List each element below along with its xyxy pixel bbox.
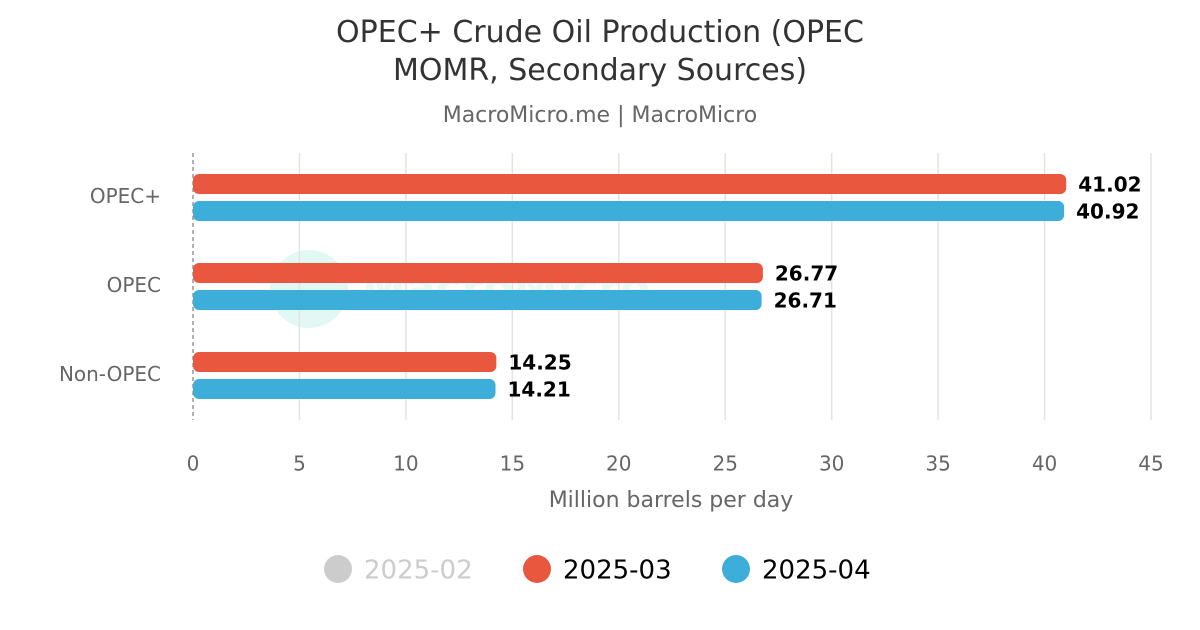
watermark-logo — [270, 250, 348, 328]
x-tick-label: 45 — [1138, 452, 1163, 476]
y-tick-label: OPEC+ — [90, 184, 161, 208]
chart-title: OPEC+ Crude Oil Production (OPEC MOMR, S… — [336, 15, 864, 88]
y-tick-label: Non-OPEC — [59, 362, 161, 386]
bar — [193, 290, 762, 310]
bar — [193, 352, 497, 372]
y-tick-label: OPEC — [107, 273, 161, 297]
x-tick-label: 30 — [819, 452, 844, 476]
bar — [193, 201, 1065, 221]
bar — [193, 379, 496, 399]
legend-marker — [523, 555, 551, 583]
value-label: 26.77 — [775, 262, 838, 286]
x-tick-label: 20 — [606, 452, 631, 476]
x-tick-label: 10 — [393, 452, 418, 476]
x-tick-label: 5 — [293, 452, 306, 476]
value-label: 14.21 — [508, 378, 571, 402]
bar — [193, 174, 1067, 194]
x-tick-label: 40 — [1032, 452, 1057, 476]
chart-subtitle: MacroMicro.me | MacroMicro — [443, 103, 758, 128]
bar — [193, 263, 763, 283]
legend-marker — [722, 555, 750, 583]
legend-label: 2025-03 — [563, 556, 672, 586]
legend-label: 2025-04 — [762, 556, 871, 586]
x-tick-label: 25 — [712, 452, 737, 476]
legend-label: 2025-02 — [364, 556, 473, 586]
x-tick-label: 0 — [187, 452, 200, 476]
value-label: 14.25 — [508, 351, 571, 375]
x-tick-label: 35 — [925, 452, 950, 476]
value-label: 26.71 — [774, 289, 837, 313]
value-label: 40.92 — [1076, 200, 1139, 224]
x-tick-label: 15 — [500, 452, 525, 476]
x-axis-title: Million barrels per day — [549, 488, 794, 513]
value-label: 41.02 — [1078, 173, 1141, 197]
legend-marker — [324, 555, 352, 583]
